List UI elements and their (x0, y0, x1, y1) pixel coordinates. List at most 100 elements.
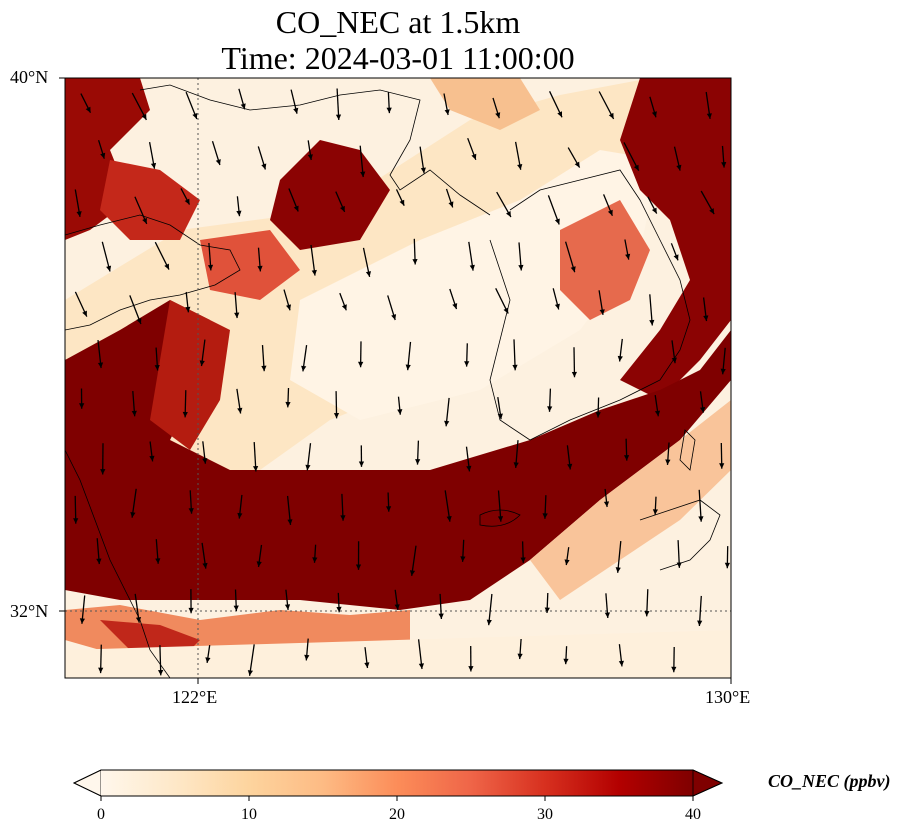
wind-arrow-head (567, 463, 573, 470)
wind-arrow-head (355, 564, 362, 570)
colorbar-max-extend (692, 769, 723, 797)
wind-arrow-head (724, 562, 730, 569)
high-area-liaodong (270, 140, 390, 250)
wind-arrow-head (97, 362, 104, 369)
wind-arrow-head (469, 264, 475, 271)
wind-arrow-head (460, 556, 466, 562)
wind-arrow-head (409, 570, 416, 576)
medium-area-korea-interior (560, 200, 650, 320)
wind-arrow-head (651, 207, 657, 214)
wind-arrow-head (471, 153, 477, 160)
wind-arrow-head (651, 111, 657, 118)
wind-arrow-head (76, 211, 82, 217)
wind-arrow-head (448, 201, 454, 208)
wind-arrow-head (261, 365, 267, 372)
wind-arrow-head (234, 312, 240, 319)
wind-arrow-head (341, 304, 347, 311)
wind-arrow-head (233, 605, 239, 611)
medium-area-north (430, 78, 540, 130)
wind-arrow-head (202, 562, 208, 569)
wind-arrow-head (719, 463, 725, 469)
wind-arrow-head (486, 619, 492, 626)
wind-arrow-head (649, 319, 655, 326)
wind-arrow-head (706, 113, 712, 119)
wind-arrow-head (312, 557, 318, 563)
wind-arrow-head (444, 109, 450, 115)
lat-label-40n: 40°N (10, 67, 49, 87)
wind-arrow-head (464, 361, 470, 367)
wind-arrow-head (607, 209, 613, 216)
wind-arrow-head (671, 666, 677, 673)
lon-label-130e: 130°E (705, 687, 751, 707)
wind-arrow-head (100, 152, 106, 159)
wind-arrow-head (188, 508, 194, 514)
wind-arrow-head (452, 303, 458, 310)
wind-arrow-head (247, 670, 253, 676)
high-area-shandong (150, 300, 230, 450)
wind-arrow-head (418, 663, 424, 669)
wind-arrow-head (164, 263, 169, 270)
wind-arrow-head (444, 420, 450, 427)
wind-arrow-head (644, 610, 650, 617)
wind-arrow-head (261, 163, 267, 170)
wind-arrow-head (391, 314, 397, 320)
wind-arrow-head (624, 455, 630, 461)
wind-arrow-head (518, 264, 524, 271)
wind-arrow-head (547, 406, 553, 412)
wind-arrow-head (333, 413, 340, 419)
wind-arrow-head (557, 111, 562, 118)
wind-arrow-head (285, 401, 291, 408)
wind-arrow-head (188, 607, 194, 614)
wind-arrow-head (517, 164, 523, 170)
wind-arrow-head (574, 161, 580, 168)
wind-arrow-head (284, 604, 291, 610)
wind-arrow-head (468, 666, 474, 672)
colorbar-tick-20: 20 (389, 806, 405, 823)
very-low-area (290, 150, 660, 420)
tsushima-island (679, 429, 696, 471)
wind-arrow-head (136, 318, 142, 324)
wind-arrow-head (709, 208, 715, 215)
wind-arrow-head (542, 513, 548, 519)
wind-arrow-head (149, 455, 155, 462)
wind-arrow-head (142, 217, 147, 224)
wind-arrow-head (358, 361, 364, 368)
wind-arrow-head (673, 254, 679, 261)
wind-arrow-head (182, 411, 188, 418)
wind-arrow-head (506, 211, 511, 217)
wind-arrow-head (676, 164, 682, 171)
wind-arrow-head (438, 613, 444, 619)
wind-arrow-head (305, 464, 311, 471)
wind-arrow-head (340, 205, 345, 212)
wind-arrow-head (603, 501, 610, 507)
wind-arrow-head (604, 612, 610, 618)
wind-arrow-head (633, 164, 639, 171)
map-title: CO_NEC at 1.5km (275, 4, 521, 40)
wind-arrow-head (100, 469, 106, 475)
wind-arrow-head (287, 519, 293, 525)
wind-arrow-head (570, 266, 576, 273)
wind-arrow-head (394, 604, 400, 610)
colorbar-tick-40: 40 (685, 806, 701, 823)
wind-arrow-head (654, 410, 661, 417)
wind-arrow-head (253, 466, 259, 472)
wind-arrow-head (237, 407, 243, 414)
coastlines (65, 84, 721, 678)
lat-label-32n: 32°N (10, 601, 49, 621)
korea-coastline (489, 169, 691, 441)
gridlines (65, 78, 731, 678)
wind-arrow-head (336, 606, 342, 613)
wind-arrow-head (599, 309, 605, 315)
colorbar-tick-0: 0 (97, 806, 105, 823)
wind-arrow-head (615, 567, 621, 573)
wind-arrow-head (360, 171, 366, 178)
wind-arrow-head (85, 106, 91, 113)
wind-arrow-head (358, 461, 365, 467)
wind-arrow-head (96, 558, 102, 565)
wind-arrow-head (257, 265, 263, 272)
wind-arrow-head (106, 265, 112, 272)
wind-arrow-head (79, 618, 85, 624)
wind-arrow-head (676, 562, 682, 568)
wind-arrow-head (595, 412, 601, 418)
medium-area-southeast (530, 400, 731, 600)
